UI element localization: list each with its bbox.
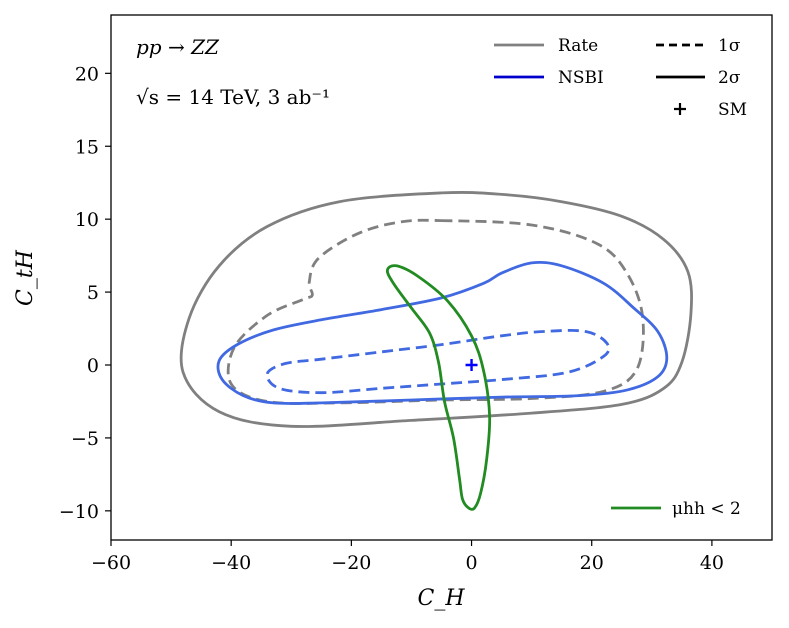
legend-label-nsbi: NSBI bbox=[558, 68, 604, 88]
y-tick-label: 15 bbox=[75, 136, 99, 158]
x-tick-label: −40 bbox=[211, 552, 251, 574]
y-tick-label: 20 bbox=[75, 63, 99, 85]
annotation-energy: √s = 14 TeV, 3 ab⁻¹ bbox=[136, 85, 330, 109]
y-tick-label: 10 bbox=[75, 209, 99, 231]
legend-mu-hh: μhh < 2 bbox=[611, 499, 741, 519]
legend-swatch-sm bbox=[674, 103, 686, 115]
x-tick-label: 0 bbox=[465, 552, 477, 574]
y-tick-label: 5 bbox=[87, 282, 99, 304]
legend: Rate NSBI 1σ 2σ SM bbox=[494, 36, 747, 120]
legend-label-mu-hh: μhh < 2 bbox=[672, 499, 741, 519]
y-axis-label: C_tH bbox=[13, 249, 38, 306]
contour-rate-2 bbox=[179, 191, 693, 428]
marker-sm bbox=[465, 359, 478, 371]
x-tick-label: 20 bbox=[580, 552, 604, 574]
y-tick-label: 0 bbox=[87, 355, 99, 377]
x-tick-label: −60 bbox=[91, 552, 131, 574]
legend-label-2sigma: 2σ bbox=[718, 68, 741, 88]
x-tick-label: −20 bbox=[331, 552, 371, 574]
legend-label-1sigma: 1σ bbox=[718, 36, 741, 56]
plot-frame bbox=[110, 14, 773, 541]
legend-label-rate: Rate bbox=[558, 36, 598, 56]
annotation-process: pp → ZZ bbox=[136, 35, 220, 59]
x-tick-label: 40 bbox=[700, 552, 724, 574]
y-tick-label: −5 bbox=[71, 428, 99, 450]
contour-hh-2 bbox=[385, 264, 492, 511]
contour-nsbi-2 bbox=[216, 260, 669, 405]
contour-nsbi-1 bbox=[265, 329, 611, 395]
y-tick-label: −10 bbox=[59, 501, 99, 523]
legend-label-sm: SM bbox=[718, 100, 747, 120]
x-axis-label: C_H bbox=[417, 586, 465, 611]
